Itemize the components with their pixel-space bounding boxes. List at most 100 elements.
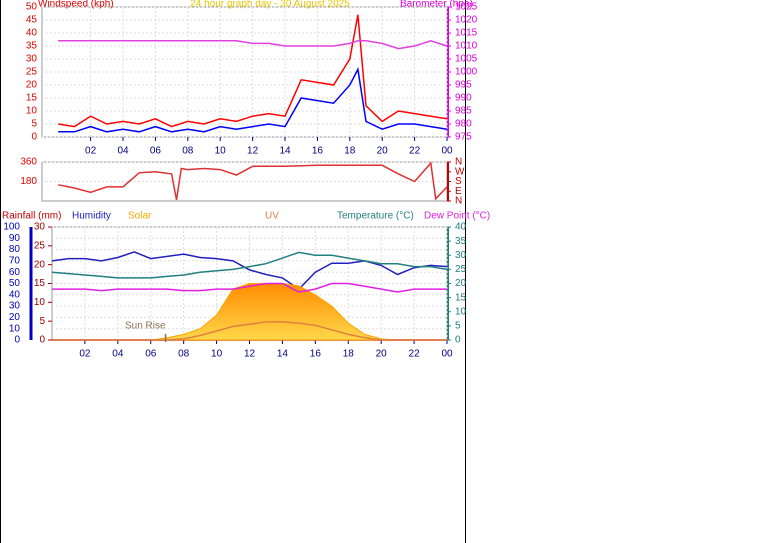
- y-tick-label: 40: [9, 289, 21, 300]
- y3-tick-label: 30: [34, 222, 46, 233]
- legend-entry: Temperature (°C): [337, 211, 414, 222]
- y2-tick-label: 15: [455, 292, 467, 303]
- y2-tick-label: W: [455, 166, 465, 177]
- y-tick-label: 70: [9, 256, 21, 267]
- y2-tick-label: 10: [455, 306, 467, 317]
- y3-tick-label: 0: [39, 335, 45, 346]
- x-tick-label: 12: [247, 146, 259, 157]
- y-tick-label: 5: [31, 119, 37, 130]
- y-tick-label: 40: [26, 28, 38, 39]
- y-tick-label: 35: [26, 41, 38, 52]
- series-line: [51, 251, 448, 291]
- x-tick-label: 00: [441, 349, 453, 360]
- x-tick-label: 06: [145, 349, 157, 360]
- y-tick-label: 60: [9, 267, 21, 278]
- y2-tick-label: 35: [455, 236, 467, 247]
- y-tick-label: 10: [26, 106, 38, 117]
- series-line: [51, 251, 448, 279]
- series-line: [58, 161, 448, 201]
- legend-entry: Rainfall (mm): [2, 211, 61, 222]
- y2-tick-label: 1010: [455, 41, 478, 52]
- y3-tick-label: 5: [39, 316, 45, 327]
- x-tick-label: 04: [117, 146, 129, 157]
- x-tick-label: 14: [279, 146, 291, 157]
- y-tick-label: 50: [26, 2, 38, 13]
- y-tick-label: 360: [20, 157, 37, 168]
- y-tick-label: 180: [20, 176, 37, 187]
- legend-entry: Solar: [128, 211, 152, 222]
- y3-tick-label: 20: [34, 259, 46, 270]
- x-tick-label: 08: [182, 146, 194, 157]
- x-tick-label: 12: [244, 349, 256, 360]
- y2-tick-label: 990: [455, 93, 472, 104]
- x-tick-label: 10: [211, 349, 223, 360]
- series-line: [58, 14, 448, 128]
- x-tick-label: 02: [85, 146, 97, 157]
- y-tick-label: 20: [26, 80, 38, 91]
- series-line: [58, 67, 448, 133]
- legend-entry: Dew Point (°C): [424, 211, 490, 222]
- y2-tick-label: 25: [455, 264, 467, 275]
- x-tick-label: 22: [409, 146, 421, 157]
- y2-tick-label: E: [455, 186, 462, 197]
- y-tick-label: 30: [9, 301, 21, 312]
- x-tick-label: 20: [376, 349, 388, 360]
- y-tick-label: 90: [9, 233, 21, 244]
- y2-tick-label: 30: [455, 250, 467, 261]
- series-line: [52, 321, 447, 341]
- series-line: [52, 282, 447, 293]
- x-tick-label: 22: [409, 349, 421, 360]
- legend-entry: Humidity: [72, 211, 111, 222]
- x-tick-label: 14: [277, 349, 289, 360]
- y-tick-label: 45: [26, 15, 38, 26]
- y3-tick-label: 15: [34, 278, 46, 289]
- y-tick-label: 20: [9, 312, 21, 323]
- y2-axis-title: Barometer (hpa): [400, 0, 473, 10]
- x-tick-label: 00: [441, 146, 453, 157]
- y2-tick-label: 1000: [455, 67, 478, 78]
- y2-tick-label: 985: [455, 106, 472, 117]
- y2-tick-label: 980: [455, 119, 472, 130]
- x-tick-label: 18: [344, 146, 356, 157]
- annotation: Sun Rise: [125, 321, 166, 332]
- series-line: [58, 40, 448, 50]
- x-tick-label: 04: [112, 349, 124, 360]
- y-tick-label: 0: [14, 335, 20, 346]
- y2-tick-label: 40: [455, 222, 467, 233]
- chart-title: 24 hour graph day - 30 August 2025: [190, 0, 350, 10]
- y2-tick-label: 20: [455, 278, 467, 289]
- y2-tick-label: 0: [455, 335, 461, 346]
- y-tick-label: 100: [3, 222, 20, 233]
- y3-tick-label: 10: [34, 297, 46, 308]
- y-tick-label: 80: [9, 244, 21, 255]
- y2-tick-label: 975: [455, 132, 472, 143]
- y2-tick-label: 1015: [455, 28, 478, 39]
- y2-tick-label: 5: [455, 321, 461, 332]
- x-tick-label: 10: [215, 146, 227, 157]
- y-axis-title: Windspeed (kph): [38, 0, 114, 10]
- x-tick-label: 20: [377, 146, 389, 157]
- x-tick-label: 16: [310, 349, 322, 360]
- y3-tick-label: 25: [34, 240, 46, 251]
- y-tick-label: 10: [9, 323, 21, 334]
- y-tick-label: 0: [31, 132, 37, 143]
- y-tick-label: 25: [26, 67, 38, 78]
- y2-tick-label: S: [455, 176, 462, 187]
- x-tick-label: 02: [79, 349, 91, 360]
- y2-tick-label: N: [455, 157, 462, 168]
- y2-tick-label: 995: [455, 80, 472, 91]
- legend-entry: UV: [265, 211, 279, 222]
- x-tick-label: 16: [312, 146, 324, 157]
- y-tick-label: 50: [9, 278, 21, 289]
- y2-tick-label: N: [455, 196, 462, 207]
- y2-tick-label: 1020: [455, 15, 478, 26]
- y-tick-label: 15: [26, 93, 38, 104]
- x-tick-label: 08: [178, 349, 190, 360]
- x-tick-label: 18: [343, 349, 355, 360]
- y2-tick-label: 1005: [455, 54, 478, 65]
- y-tick-label: 30: [26, 54, 38, 65]
- y2-tick-label: 1025: [455, 2, 478, 13]
